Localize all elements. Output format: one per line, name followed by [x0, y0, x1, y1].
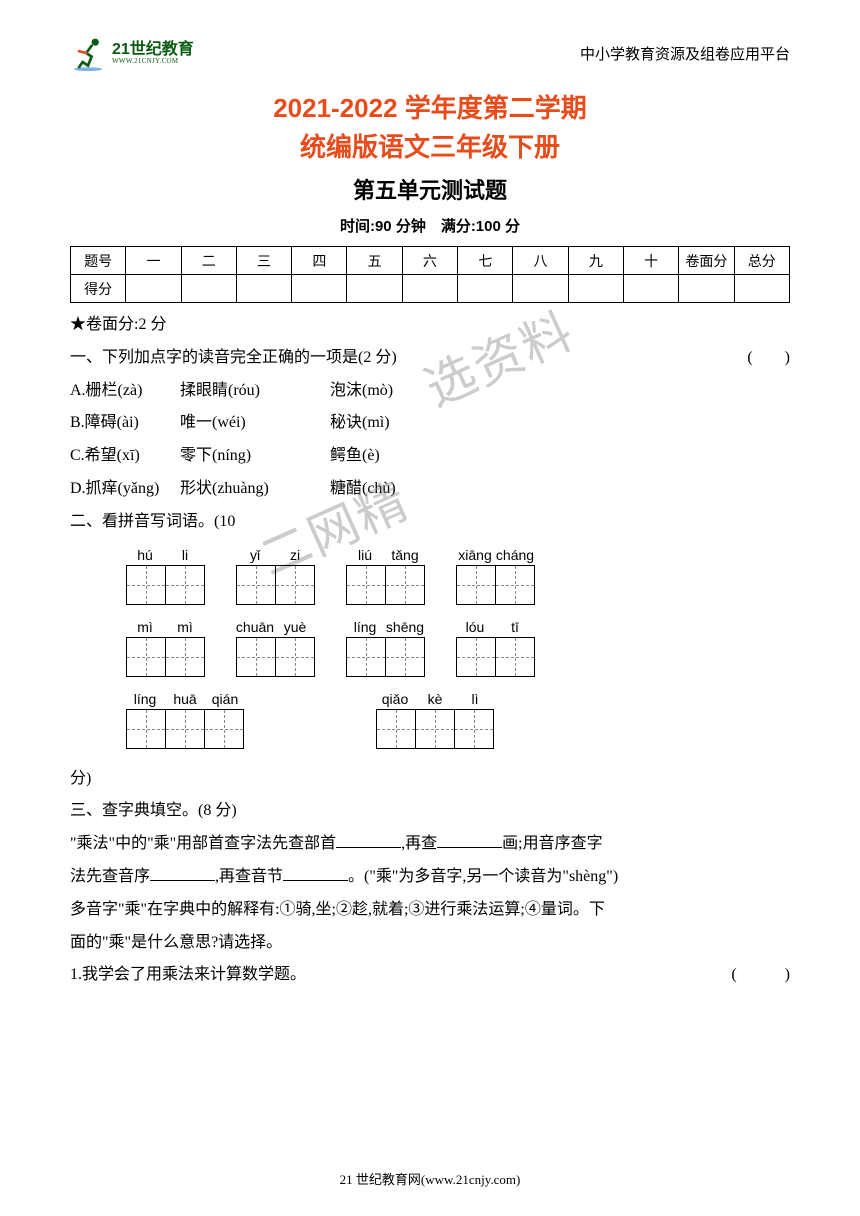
char-box	[275, 565, 315, 605]
q3-stem: 三、查字典填空。(8 分)	[70, 795, 790, 828]
header-platform-text: 中小学教育资源及组卷应用平台	[580, 43, 790, 64]
pinyin-block: chuānyuè	[235, 619, 315, 677]
char-box	[236, 565, 276, 605]
runner-icon	[70, 35, 106, 71]
char-box	[456, 565, 496, 605]
pinyin-syllable: hú	[125, 547, 165, 563]
char-box	[126, 637, 166, 677]
pinyin-section: húli yǐzi liútǎng xiāngcháng mìmì chuānyuè lí…	[70, 547, 790, 749]
char-box	[165, 637, 205, 677]
char-box	[495, 637, 535, 677]
char-box	[204, 709, 244, 749]
pinyin-syllable: líng	[125, 691, 165, 707]
pinyin-block: línghuāqián	[125, 691, 245, 749]
char-box	[376, 709, 416, 749]
char-box	[385, 637, 425, 677]
pinyin-block: liútǎng	[345, 547, 425, 605]
q1-stem: 一、下列加点字的读音完全正确的一项是(2 分) ( )	[70, 342, 790, 375]
pinyin-block: yǐzi	[235, 547, 315, 605]
char-box	[454, 709, 494, 749]
table-row: 得分	[71, 275, 790, 303]
pinyin-syllable: lóu	[455, 619, 495, 635]
pinyin-syllable: xiāng	[455, 547, 495, 563]
q2-stem: 二、看拼音写词语。(10	[70, 506, 790, 539]
q1-option-c: C.希望(xī) 零下(níng) 鳄鱼(è)	[70, 440, 790, 473]
q3-para4: 面的"乘"是什么意思?请选择。	[70, 927, 790, 960]
q1-option-d: D.抓痒(yǎng) 形状(zhuàng) 糖醋(chù)	[70, 473, 790, 506]
pinyin-syllable: shēng	[385, 619, 425, 635]
pinyin-syllable: huā	[165, 691, 205, 707]
q1-option-a: A.栅栏(zà) 揉眼睛(róu) 泡沫(mò)	[70, 375, 790, 408]
pinyin-syllable: yǐ	[235, 547, 275, 563]
char-box	[415, 709, 455, 749]
char-box	[126, 565, 166, 605]
blank	[336, 832, 401, 848]
pinyin-syllable: tī	[495, 619, 535, 635]
exam-info: 时间:90 分钟 满分:100 分	[70, 215, 790, 236]
q2-end: 分)	[70, 763, 790, 796]
char-box	[456, 637, 496, 677]
pinyin-syllable: zi	[275, 547, 315, 563]
pinyin-syllable: cháng	[495, 547, 535, 563]
q3-para2: 法先查音序,再查音节。("乘"为多音字,另一个读音为"shèng")	[70, 861, 790, 894]
q1-option-b: B.障碍(ài) 唯一(wéi) 秘诀(mì)	[70, 407, 790, 440]
blank	[437, 832, 502, 848]
pinyin-block: qiǎokèlì	[375, 691, 495, 749]
title-line3: 第五单元测试题	[70, 173, 790, 205]
q3-item1: 1.我学会了用乘法来计算数学题。 ( )	[70, 959, 790, 992]
pinyin-syllable: líng	[345, 619, 385, 635]
pinyin-syllable: lì	[455, 691, 495, 707]
title-line1: 2021-2022 学年度第二学期	[70, 89, 790, 128]
pinyin-syllable: kè	[415, 691, 455, 707]
pinyin-syllable: qián	[205, 691, 245, 707]
pinyin-syllable: li	[165, 547, 205, 563]
char-box	[495, 565, 535, 605]
page-footer: 21 世纪教育网(www.21cnjy.com)	[0, 1169, 860, 1188]
pinyin-block: mìmì	[125, 619, 205, 677]
pinyin-syllable: mì	[165, 619, 205, 635]
blank	[150, 865, 215, 881]
char-box	[165, 565, 205, 605]
pinyin-syllable: liú	[345, 547, 385, 563]
q3-para3: 多音字"乘"在字典中的解释有:①骑,坐;②趁,就着;③进行乘法运算;④量词。下	[70, 894, 790, 927]
pinyin-syllable: mì	[125, 619, 165, 635]
score-table: 题号一 二三 四五 六七 八九 十卷面分 总分 得分	[70, 246, 790, 303]
char-box	[346, 637, 386, 677]
pinyin-block: lóutī	[455, 619, 535, 677]
char-box	[165, 709, 205, 749]
blank	[283, 865, 348, 881]
q3-para1: "乘法"中的"乘"用部首查字法先查部首,再查画;用音序查字	[70, 828, 790, 861]
pinyin-block: língshēng	[345, 619, 425, 677]
table-row: 题号一 二三 四五 六七 八九 十卷面分 总分	[71, 247, 790, 275]
pinyin-syllable: yuè	[275, 619, 315, 635]
logo-main-text: 21世纪教育	[112, 42, 194, 58]
pinyin-block: húli	[125, 547, 205, 605]
pinyin-syllable: tǎng	[385, 547, 425, 563]
char-box	[275, 637, 315, 677]
pinyin-syllable: qiǎo	[375, 691, 415, 707]
page-header: 21世纪教育 WWW.21CNJY.COM 中小学教育资源及组卷应用平台	[70, 35, 790, 71]
pinyin-syllable: chuān	[235, 619, 275, 635]
pinyin-block: xiāngcháng	[455, 547, 535, 605]
answer-bracket: ( )	[731, 959, 790, 992]
answer-bracket: ( )	[747, 342, 790, 375]
logo-sub-text: WWW.21CNJY.COM	[112, 58, 194, 65]
title-line2: 统编版语文三年级下册	[70, 128, 790, 167]
char-box	[126, 709, 166, 749]
surface-score-note: ★卷面分:2 分	[70, 309, 790, 342]
char-box	[385, 565, 425, 605]
char-box	[346, 565, 386, 605]
char-box	[236, 637, 276, 677]
logo: 21世纪教育 WWW.21CNJY.COM	[70, 35, 194, 71]
